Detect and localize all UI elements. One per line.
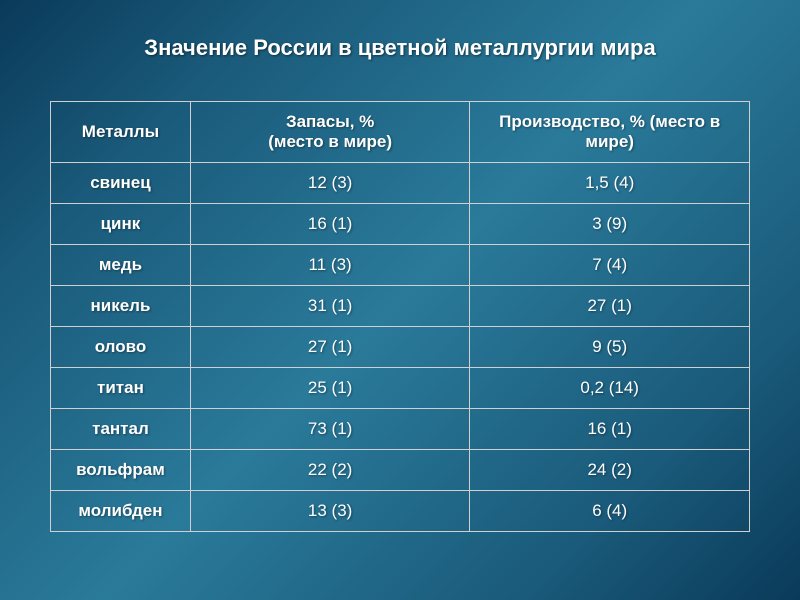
metal-cell: олово bbox=[51, 327, 191, 368]
header-reserves-label: Запасы, % bbox=[286, 112, 374, 131]
table-row: свинец 12 (3) 1,5 (4) bbox=[51, 163, 750, 204]
header-production: Производство, % (место в мире) bbox=[470, 102, 750, 163]
production-cell: 0,2 (14) bbox=[470, 368, 750, 409]
metal-cell: вольфрам bbox=[51, 450, 191, 491]
metal-cell: свинец bbox=[51, 163, 191, 204]
table-row: тантал 73 (1) 16 (1) bbox=[51, 409, 750, 450]
table-header-row: Металлы Запасы, % (место в мире) Произво… bbox=[51, 102, 750, 163]
table-row: титан 25 (1) 0,2 (14) bbox=[51, 368, 750, 409]
metal-cell: титан bbox=[51, 368, 191, 409]
header-metals: Металлы bbox=[51, 102, 191, 163]
reserves-cell: 31 (1) bbox=[190, 286, 469, 327]
metal-cell: молибден bbox=[51, 491, 191, 532]
production-cell: 6 (4) bbox=[470, 491, 750, 532]
table-row: молибден 13 (3) 6 (4) bbox=[51, 491, 750, 532]
reserves-cell: 22 (2) bbox=[190, 450, 469, 491]
reserves-cell: 13 (3) bbox=[190, 491, 469, 532]
reserves-cell: 27 (1) bbox=[190, 327, 469, 368]
header-production-label: Производство, % (место в мире) bbox=[499, 112, 720, 151]
header-reserves-sublabel: (место в мире) bbox=[199, 132, 461, 152]
reserves-cell: 12 (3) bbox=[190, 163, 469, 204]
table-row: медь 11 (3) 7 (4) bbox=[51, 245, 750, 286]
page-title: Значение России в цветной металлургии ми… bbox=[144, 35, 655, 61]
production-cell: 1,5 (4) bbox=[470, 163, 750, 204]
reserves-cell: 11 (3) bbox=[190, 245, 469, 286]
table-row: вольфрам 22 (2) 24 (2) bbox=[51, 450, 750, 491]
production-cell: 3 (9) bbox=[470, 204, 750, 245]
production-cell: 16 (1) bbox=[470, 409, 750, 450]
table-row: цинк 16 (1) 3 (9) bbox=[51, 204, 750, 245]
reserves-cell: 16 (1) bbox=[190, 204, 469, 245]
metal-cell: никель bbox=[51, 286, 191, 327]
reserves-cell: 25 (1) bbox=[190, 368, 469, 409]
table-body: свинец 12 (3) 1,5 (4) цинк 16 (1) 3 (9) … bbox=[51, 163, 750, 532]
metal-cell: медь bbox=[51, 245, 191, 286]
metal-cell: цинк bbox=[51, 204, 191, 245]
table-row: никель 31 (1) 27 (1) bbox=[51, 286, 750, 327]
production-cell: 27 (1) bbox=[470, 286, 750, 327]
metal-cell: тантал bbox=[51, 409, 191, 450]
metals-table: Металлы Запасы, % (место в мире) Произво… bbox=[50, 101, 750, 532]
production-cell: 24 (2) bbox=[470, 450, 750, 491]
production-cell: 7 (4) bbox=[470, 245, 750, 286]
reserves-cell: 73 (1) bbox=[190, 409, 469, 450]
header-reserves: Запасы, % (место в мире) bbox=[190, 102, 469, 163]
table-row: олово 27 (1) 9 (5) bbox=[51, 327, 750, 368]
production-cell: 9 (5) bbox=[470, 327, 750, 368]
header-metals-label: Металлы bbox=[82, 122, 159, 141]
